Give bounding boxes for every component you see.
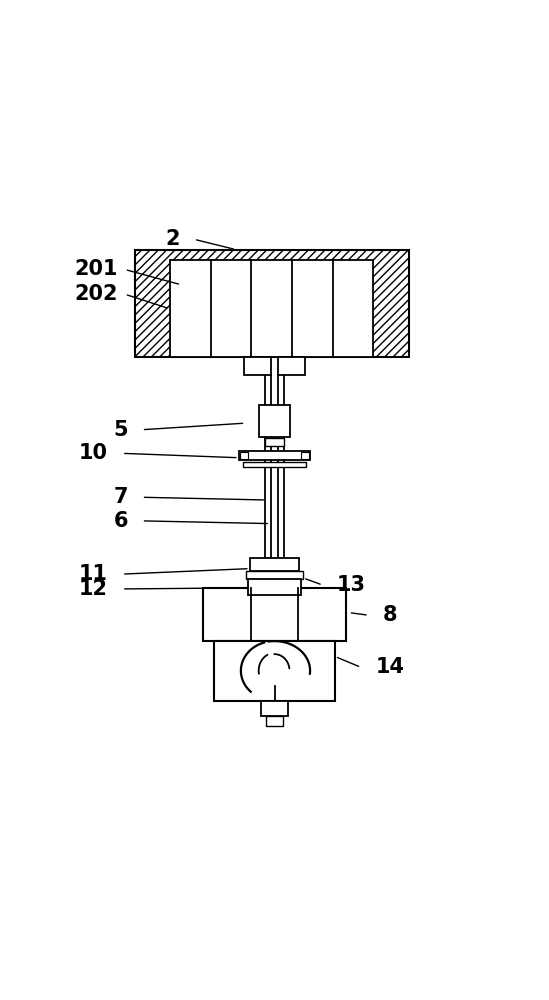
Text: 7: 7 [114, 487, 128, 507]
Bar [240, 452, 248, 459]
Text: 12: 12 [79, 579, 108, 599]
Bar [259, 405, 290, 437]
Bar [246, 571, 303, 579]
Text: 14: 14 [376, 657, 404, 677]
Text: 202: 202 [74, 284, 118, 304]
Bar [266, 716, 283, 726]
Bar [203, 588, 346, 641]
Bar [278, 357, 305, 375]
Bar [244, 357, 271, 375]
Text: 6: 6 [114, 511, 128, 531]
Bar [170, 260, 373, 357]
Text: 10: 10 [79, 443, 108, 463]
Bar [248, 579, 301, 595]
Bar [261, 701, 288, 716]
Text: 2: 2 [166, 229, 180, 249]
Text: 13: 13 [337, 575, 366, 595]
Bar [250, 558, 299, 571]
Bar [265, 438, 284, 446]
Bar [135, 250, 409, 357]
Text: 201: 201 [74, 259, 118, 279]
Text: 8: 8 [383, 605, 397, 625]
Bar [239, 451, 310, 460]
Bar [243, 462, 306, 467]
Bar [135, 250, 409, 357]
Bar [214, 641, 335, 701]
Text: 11: 11 [79, 564, 108, 584]
Text: 5: 5 [114, 420, 128, 440]
Bar [301, 452, 309, 459]
